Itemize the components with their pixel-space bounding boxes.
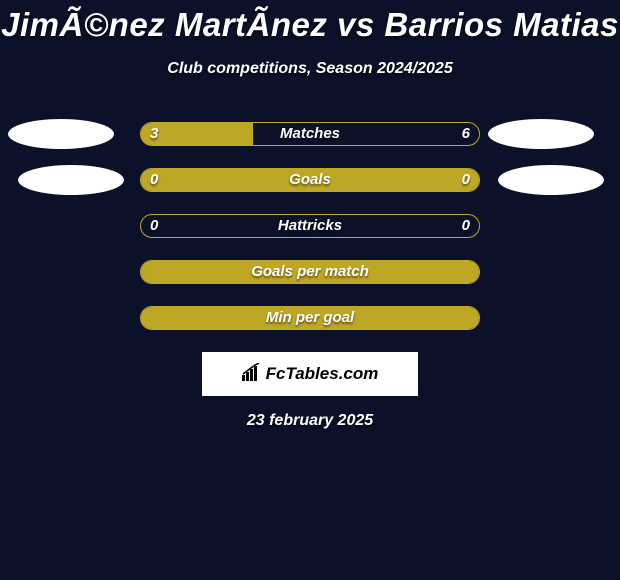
date: 23 february 2025 [0,412,620,430]
comparison-card: JimÃ©nez MartÃnez vs Barrios Matias Club… [0,0,620,580]
stat-row: Goals per match [0,260,620,284]
stat-row: Min per goal [0,306,620,330]
stats-rows: Matches36 Goals00 Hattricks00 Goals per mat… [0,122,620,330]
player-avatar-right [498,165,604,195]
bars-icon [242,363,264,386]
stat-bar [140,214,480,238]
stat-row: Hattricks00 [0,214,620,238]
stat-bar [140,306,480,330]
page-title: JimÃ©nez MartÃnez vs Barrios Matias [0,0,620,44]
player-avatar-right [488,119,594,149]
bar-fill [141,261,479,283]
stat-bar [140,168,480,192]
bar-fill-left [141,123,253,145]
logo: FcTables.com [242,363,379,386]
stat-bar [140,260,480,284]
stat-bar [140,122,480,146]
stat-row: Goals00 [0,168,620,192]
player-avatar-left [18,165,124,195]
bar-fill [141,307,479,329]
bar-fill [141,169,479,191]
logo-box[interactable]: FcTables.com [202,352,418,396]
logo-text: FcTables.com [266,364,379,384]
player-avatar-left [8,119,114,149]
stat-row: Matches36 [0,122,620,146]
subtitle: Club competitions, Season 2024/2025 [0,60,620,78]
